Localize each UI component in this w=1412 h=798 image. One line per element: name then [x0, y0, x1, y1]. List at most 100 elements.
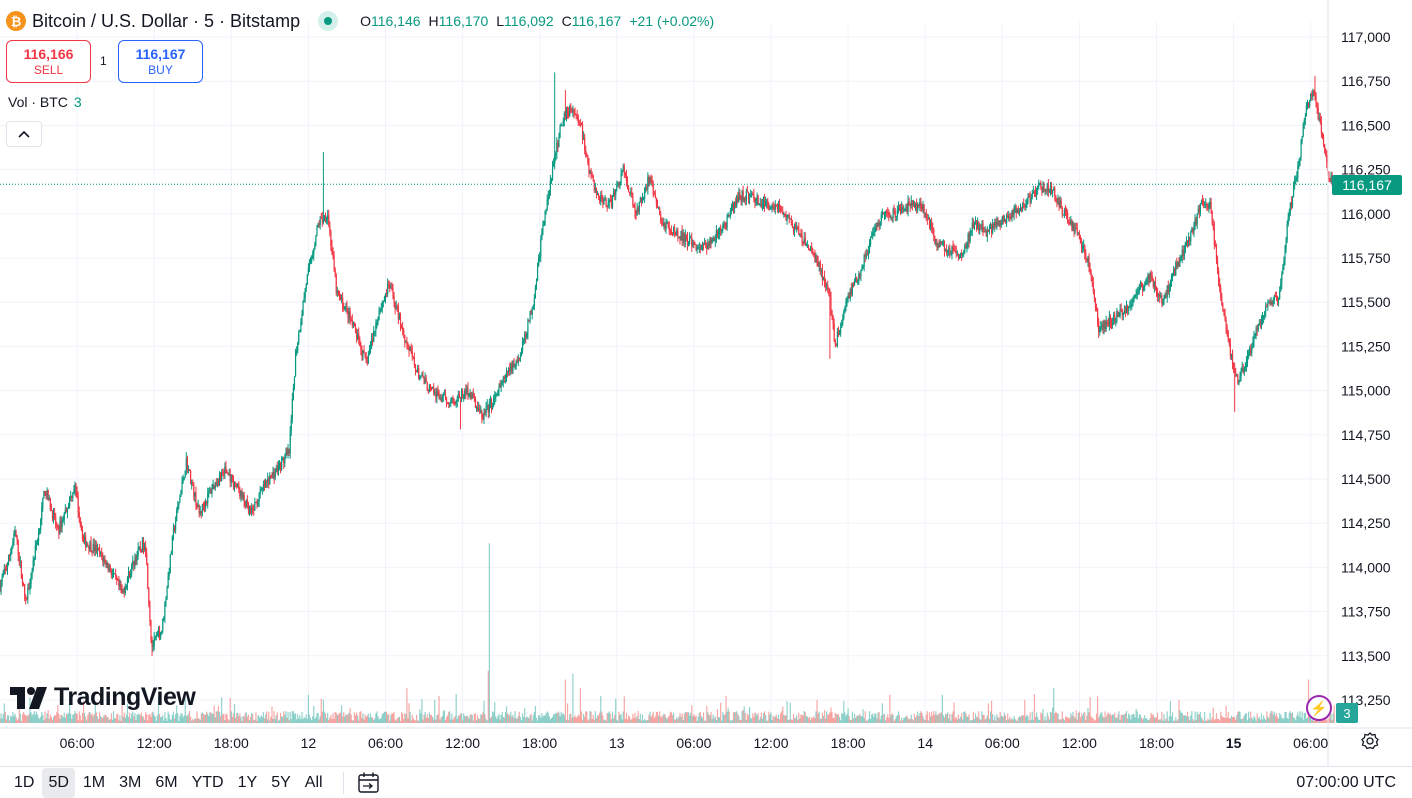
timeframe-all[interactable]: All [304, 773, 323, 791]
candle-body [1256, 328, 1258, 330]
volume-bar [934, 714, 936, 723]
volume-bar [1288, 712, 1290, 723]
candle-body [433, 387, 435, 393]
candle-body [500, 383, 502, 388]
candle-body [199, 510, 201, 514]
timeframe-5y[interactable]: 5Y [271, 773, 291, 791]
volume-bar [427, 717, 429, 723]
volume-bar [710, 712, 712, 723]
timeframe-1m[interactable]: 1M [82, 773, 106, 791]
candle-body [850, 288, 852, 295]
volume-bar [267, 719, 269, 723]
volume-bar [490, 716, 493, 723]
candle-body [832, 316, 834, 324]
candle-body [585, 149, 587, 157]
volume-bar [753, 716, 755, 723]
volume-bar [120, 720, 122, 723]
candle-body [984, 230, 986, 232]
candle-body [294, 353, 297, 377]
volume-bar [395, 720, 397, 723]
volume-bar [932, 715, 934, 723]
candle-body [526, 333, 528, 338]
volume-bar [212, 713, 214, 723]
candle-body [403, 329, 405, 336]
candle-body [387, 283, 389, 295]
candle-body [338, 294, 341, 296]
timeframe-1d[interactable]: 1D [14, 773, 35, 791]
volume-bar [1037, 716, 1039, 723]
timeframe-ytd[interactable]: YTD [191, 773, 224, 791]
volume-bar [862, 709, 864, 723]
volume-bar [1209, 712, 1211, 723]
collapse-legend-button[interactable] [6, 121, 42, 147]
live-dot-icon[interactable] [318, 11, 339, 31]
candle-body [942, 240, 945, 242]
volume-bar [819, 718, 821, 723]
candle-body [1139, 284, 1142, 286]
buy-button[interactable]: 116,167 BUY [118, 40, 203, 83]
volume-bar [1170, 716, 1173, 723]
candle-body [788, 215, 790, 219]
symbol-title[interactable]: Bitcoin / U.S. Dollar · 5 · Bitstamp [32, 10, 301, 31]
volume-bar [122, 716, 124, 723]
timezone-clock[interactable]: 07:00:00 UTC [1296, 773, 1396, 791]
tradingview-logo[interactable]: TradingView [10, 683, 196, 712]
candle-body [233, 484, 236, 487]
candle-body [418, 367, 420, 379]
candle-body [16, 535, 18, 540]
candle-body [814, 255, 816, 262]
volume-bar [594, 711, 596, 723]
volume-bar [851, 711, 853, 723]
volume-bar [646, 720, 648, 723]
volume-bar [622, 711, 624, 723]
volume-legend[interactable]: Vol · BTC 3 [8, 94, 82, 110]
calendar-range-icon[interactable] [356, 771, 382, 795]
timeframe-5d[interactable]: 5D [42, 767, 75, 798]
candle-body [912, 203, 915, 206]
timeframe-1y[interactable]: 1Y [237, 773, 258, 791]
volume-bar [221, 697, 223, 723]
candle-body [699, 247, 701, 250]
candle-body [400, 326, 403, 328]
candle-body [561, 124, 563, 126]
candle-body [1260, 319, 1263, 325]
candle-body [965, 245, 967, 248]
candle-body [654, 194, 656, 198]
volume-bar [865, 720, 867, 723]
volume-bar [106, 717, 108, 723]
timeframe-3m[interactable]: 3M [119, 773, 142, 791]
sell-button[interactable]: 116,166 SELL [6, 40, 91, 83]
volume-bar [1124, 713, 1127, 723]
volume-bar [1171, 712, 1174, 723]
gear-icon[interactable] [1360, 731, 1380, 751]
candle-body [417, 367, 419, 372]
candle-body [1111, 323, 1114, 325]
candle-body [1320, 122, 1323, 134]
volume-bar [1135, 708, 1137, 723]
volume-bar [419, 709, 421, 723]
candle-body [1105, 321, 1107, 329]
candle-body [503, 377, 505, 379]
candle-body [1307, 103, 1310, 107]
volume-bar [670, 712, 673, 723]
volume-bar [1071, 715, 1073, 723]
volume-bar [202, 713, 205, 723]
volume-bar [463, 713, 465, 723]
candle-body [1170, 275, 1173, 283]
candlestick-chart[interactable]: 117,000116,750116,500116,250116,000115,7… [0, 0, 1412, 766]
spark-icon[interactable]: ⚡ [1306, 695, 1332, 721]
candle-body [50, 509, 52, 511]
candle-body [468, 395, 470, 397]
volume-bar [1053, 688, 1055, 723]
volume-bar [257, 715, 259, 723]
candle-body [959, 253, 962, 258]
volume-bar [1189, 720, 1191, 723]
timeframe-6m[interactable]: 6M [155, 773, 178, 791]
candle-body [195, 492, 197, 507]
volume-bar [1147, 719, 1149, 723]
candle-body [1074, 227, 1076, 232]
volume-bar [572, 673, 574, 723]
volume-bar [891, 713, 893, 723]
volume-bar [574, 715, 576, 723]
candle-body [290, 418, 292, 432]
